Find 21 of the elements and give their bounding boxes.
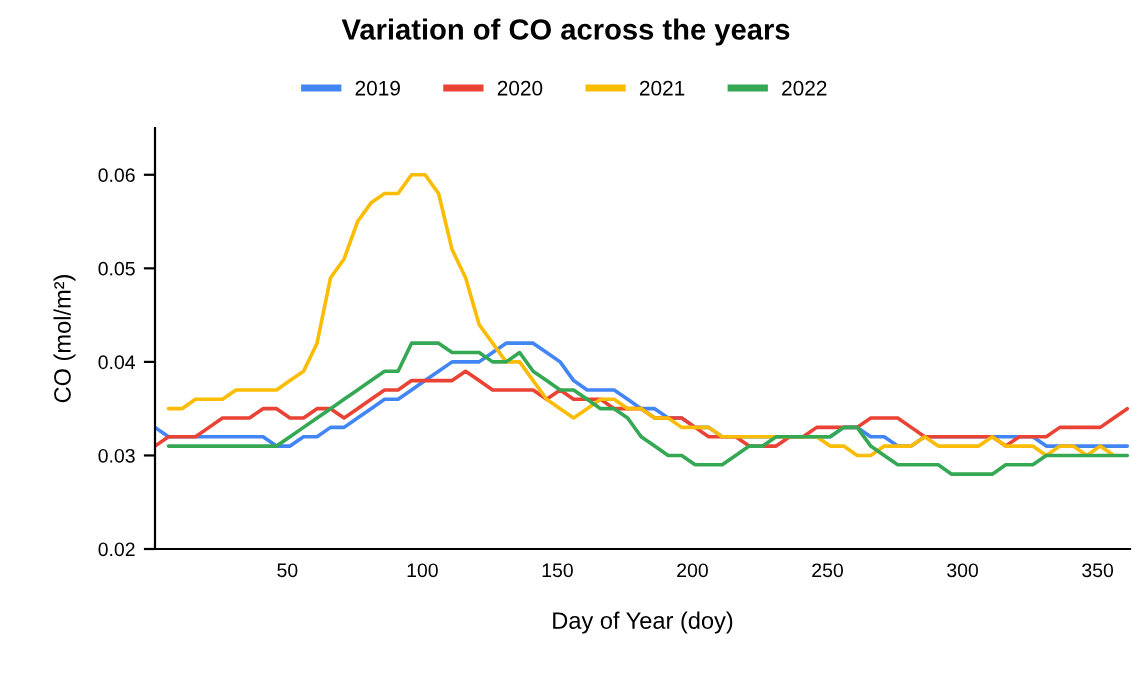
y-tick-label: 0.04: [98, 355, 135, 370]
y-axis-title: CO (mol/m²): [53, 275, 76, 403]
chart-title: Variation of CO across the years: [341, 18, 790, 46]
y-tick-label: 0.05: [98, 261, 135, 276]
legend-label: 2020: [497, 80, 543, 96]
x-tick-label: 300: [947, 563, 979, 578]
x-tick-label: 50: [277, 563, 298, 578]
line-series: [166, 172, 1116, 458]
x-tick-label: 200: [677, 563, 708, 578]
x-tick-label: 350: [1082, 563, 1114, 578]
y-tick-label: 0.03: [98, 448, 135, 463]
legend-label: 2019: [355, 80, 400, 96]
legend-label: 2021: [639, 80, 685, 96]
y-tick-label: 0.06: [98, 168, 135, 183]
x-tick-label: 150: [542, 563, 573, 578]
legend-label: 2022: [782, 80, 827, 96]
y-tick-label: 0.02: [98, 542, 135, 557]
x-tick-label: 250: [812, 563, 843, 578]
line-series: [166, 341, 1130, 476]
x-axis-title: Day of Year (doy): [553, 611, 733, 634]
x-tick-label: 100: [407, 563, 438, 578]
